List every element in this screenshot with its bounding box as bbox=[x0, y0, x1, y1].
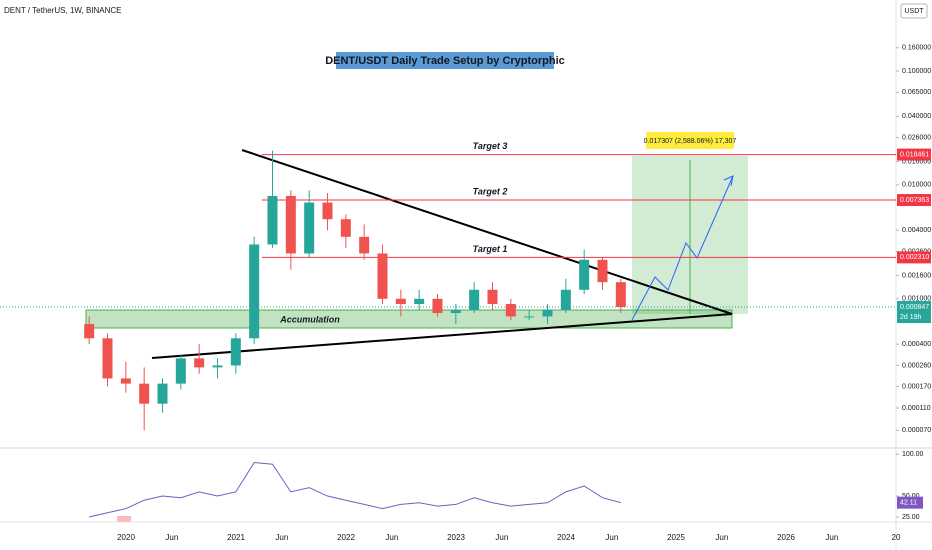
price-line-tag bbox=[897, 251, 931, 264]
y-tick-label: 0.000170 bbox=[902, 383, 931, 390]
projection-arrowhead bbox=[723, 175, 734, 187]
price-line-name: Target 1 bbox=[473, 244, 508, 254]
candle-body bbox=[120, 378, 131, 384]
candle-body bbox=[505, 304, 516, 317]
y-tick-label: 0.001600 bbox=[902, 272, 931, 279]
projection-path bbox=[631, 175, 734, 321]
price-line-name: Target 2 bbox=[473, 186, 508, 196]
candle-body bbox=[267, 195, 278, 245]
candle-body bbox=[322, 202, 333, 220]
candle-body bbox=[524, 316, 535, 318]
candle-body bbox=[139, 383, 150, 404]
price-line-tag bbox=[897, 148, 931, 161]
candle-body bbox=[249, 244, 260, 339]
candle-body bbox=[615, 282, 626, 308]
candle-body bbox=[450, 309, 461, 314]
y-tick-label: 0.160000 bbox=[902, 45, 931, 52]
y-tick-label: 0.001000 bbox=[902, 296, 931, 303]
y-tick-label: 0.000110 bbox=[902, 405, 931, 412]
price-line-price: 0.018461 bbox=[900, 151, 929, 158]
candle-body bbox=[560, 289, 571, 310]
rsi-line bbox=[89, 462, 621, 518]
candle-body bbox=[175, 358, 186, 384]
candle-body bbox=[157, 383, 168, 404]
candle-body bbox=[285, 195, 296, 254]
x-tick-label: Jun bbox=[605, 533, 618, 542]
x-tick-label: Jun bbox=[825, 533, 838, 542]
currency-label: USDT bbox=[904, 8, 924, 15]
candle-body bbox=[359, 236, 370, 254]
rsi-tick-label: 50.00 bbox=[902, 493, 920, 500]
y-tick-label: 0.040000 bbox=[902, 113, 931, 120]
candle-body bbox=[230, 338, 241, 366]
rsi-oversold-mark bbox=[117, 516, 131, 522]
y-tick-label: 0.000070 bbox=[902, 427, 931, 434]
x-tick-label: Jun bbox=[715, 533, 728, 542]
last-price-tag bbox=[897, 301, 931, 324]
y-tick-label: 0.100000 bbox=[902, 68, 931, 75]
candle-body bbox=[414, 298, 425, 305]
candle-body bbox=[194, 358, 205, 368]
x-tick-label: 2020 bbox=[117, 533, 135, 542]
x-tick-label: Jun bbox=[275, 533, 288, 542]
y-tick-label: 0.026000 bbox=[902, 134, 931, 141]
candle-body bbox=[487, 289, 498, 305]
x-tick-label: 2021 bbox=[227, 533, 245, 542]
candle-body bbox=[395, 298, 406, 305]
candle-body bbox=[212, 365, 223, 368]
y-tick-label: 0.004000 bbox=[902, 227, 931, 234]
accumulation-zone bbox=[85, 309, 733, 329]
candle-body bbox=[102, 338, 113, 379]
y-tick-label: 0.000400 bbox=[902, 341, 931, 348]
x-tick-label: 2025 bbox=[667, 533, 685, 542]
countdown-label: 2d 19h bbox=[900, 314, 922, 321]
symbol-label: DENT / TetherUS, 1W, BINANCE bbox=[4, 6, 122, 15]
x-tick-label: 2026 bbox=[777, 533, 795, 542]
x-tick-label: Jun bbox=[165, 533, 178, 542]
drawings: 0.017307 (2,588.06%) 17,307 DENT/USDT Da… bbox=[4, 6, 748, 522]
rsi-tick-label: 25.00 bbox=[902, 514, 920, 521]
x-tick-label: 20 bbox=[892, 533, 901, 542]
candle-body bbox=[542, 309, 553, 317]
price-line-price: 0.007363 bbox=[900, 197, 929, 204]
candle-body bbox=[84, 324, 95, 339]
candle-body bbox=[340, 219, 351, 237]
y-tick-label: 0.065000 bbox=[902, 89, 931, 96]
candle-body bbox=[579, 259, 590, 290]
rsi-tick-label: 100.00 bbox=[902, 451, 924, 458]
lower-trendline bbox=[151, 313, 733, 359]
x-tick-label: Jun bbox=[385, 533, 398, 542]
position-label: 0.017307 (2,588.06%) 17,307 bbox=[644, 138, 737, 145]
candle-body bbox=[432, 298, 443, 314]
title-box bbox=[336, 52, 554, 69]
rsi-value-tag bbox=[897, 496, 923, 509]
price-line-name: Target 3 bbox=[473, 141, 508, 151]
currency-box bbox=[900, 3, 928, 19]
price-line-price: 0.002310 bbox=[900, 254, 929, 261]
x-tick-label: 2024 bbox=[557, 533, 575, 542]
candle-body bbox=[469, 289, 480, 310]
x-tick-label: 2023 bbox=[447, 533, 465, 542]
y-tick-label: 0.016000 bbox=[902, 158, 931, 165]
y-tick-label: 0.010000 bbox=[902, 182, 931, 189]
position-label-box bbox=[646, 132, 734, 149]
rsi-value-label: 42.11 bbox=[900, 499, 917, 506]
chart-title: DENT/USDT Daily Trade Setup by Cryptorph… bbox=[325, 55, 565, 67]
x-tick-label: Jun bbox=[495, 533, 508, 542]
y-tick-label: 0.000260 bbox=[902, 362, 931, 369]
candle-body bbox=[597, 259, 608, 283]
price-line-tag bbox=[897, 194, 931, 207]
zone-label: Accumulation bbox=[279, 314, 340, 324]
candle-body bbox=[377, 253, 388, 299]
candle-body bbox=[304, 202, 315, 254]
x-tick-label: 2022 bbox=[337, 533, 355, 542]
last-price-label: 0.000847 bbox=[900, 304, 929, 311]
